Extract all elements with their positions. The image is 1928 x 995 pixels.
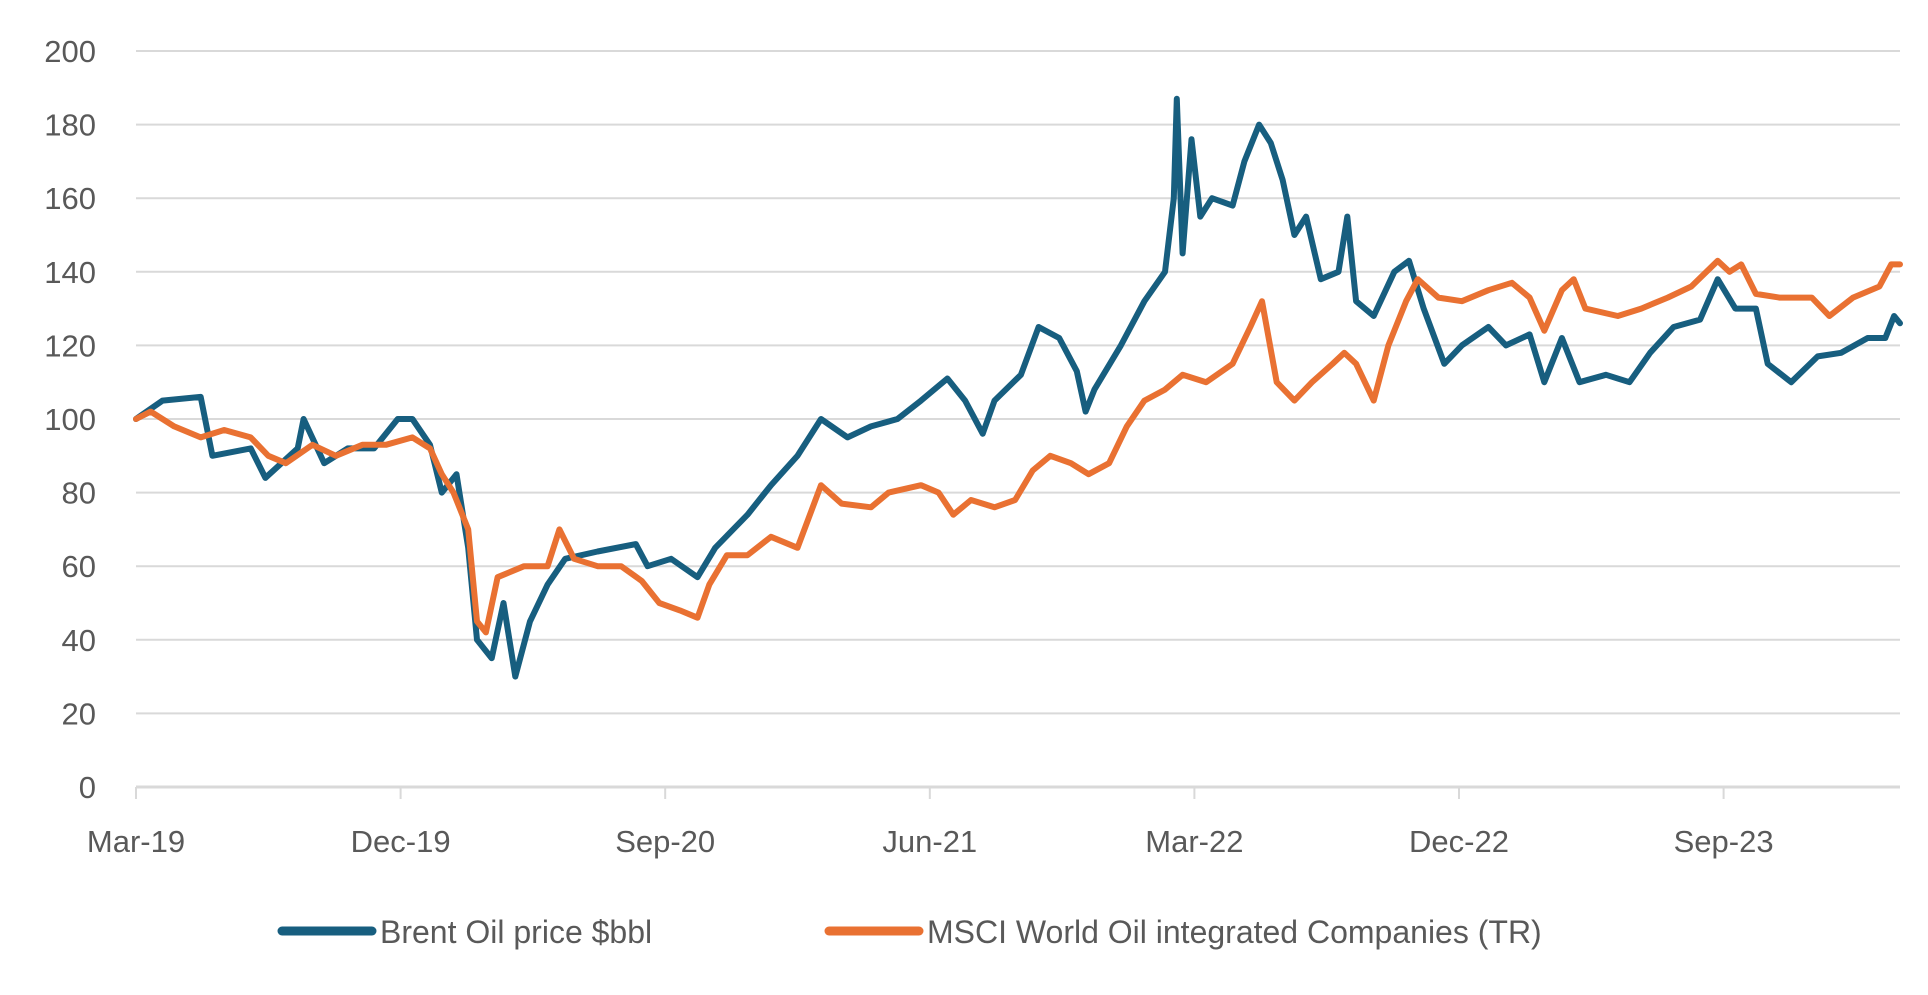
x-axis: Mar-19 Dec-19 Sep-20 Jun-21 Mar-22 Dec-22 Sep-… [87, 787, 1774, 859]
x-tick-label: Mar-19 [87, 824, 185, 859]
y-tick-label: 20 [62, 696, 96, 731]
legend-label-msci: MSCI World Oil integrated Companies (TR) [927, 914, 1542, 950]
y-tick-label: 140 [44, 255, 96, 290]
y-tick-label: 80 [62, 476, 96, 511]
series-line-msci [133, 257, 1903, 636]
series-lines [133, 95, 1903, 680]
series-line-brent [133, 95, 1903, 680]
y-tick-label: 0 [79, 770, 96, 805]
x-tick-label: Sep-23 [1674, 824, 1774, 859]
y-tick-label: 100 [44, 402, 96, 437]
y-axis-tick-labels: 0 20 40 60 80 100 120 140 160 180 200 [44, 34, 96, 805]
y-tick-label: 40 [62, 623, 96, 658]
y-tick-label: 60 [62, 549, 96, 584]
legend: Brent Oil price $bbl MSCI World Oil inte… [277, 914, 1542, 950]
legend-label-brent: Brent Oil price $bbl [380, 914, 652, 950]
y-tick-label: 120 [44, 328, 96, 363]
x-tick-label: Dec-19 [351, 824, 451, 859]
x-tick-label: Jun-21 [882, 824, 977, 859]
y-tick-label: 180 [44, 108, 96, 143]
x-tick-label: Dec-22 [1409, 824, 1509, 859]
y-tick-label: 200 [44, 34, 96, 69]
x-tick-label: Mar-22 [1145, 824, 1243, 859]
y-tick-label: 160 [44, 181, 96, 216]
x-tick-label: Sep-20 [615, 824, 715, 859]
